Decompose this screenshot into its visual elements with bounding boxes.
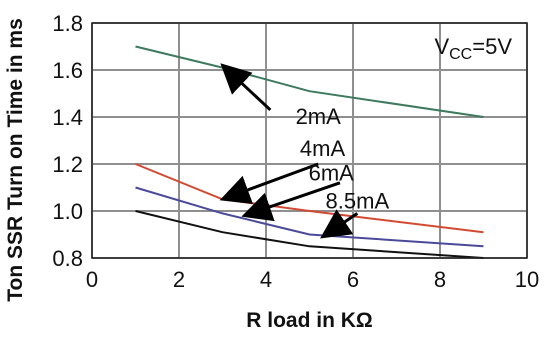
plot-frame: [91, 22, 528, 259]
x-tick-label: 6: [347, 267, 359, 292]
condition-label: VCC=5V: [434, 34, 512, 63]
series-label: 4mA: [300, 136, 346, 161]
condition-value: =5V: [472, 34, 512, 59]
x-tick-label: 0: [86, 267, 98, 292]
x-tick-label: 8: [434, 267, 446, 292]
series-label: 8.5mA: [326, 189, 390, 214]
y-tick-label: 1.0: [52, 199, 83, 224]
series-label: 2mA: [296, 104, 342, 129]
annotation-arrow: [219, 162, 319, 204]
x-tick-label: 4: [260, 267, 272, 292]
x-axis-label: R load in KΩ: [246, 309, 373, 332]
y-tick-label: 1.8: [52, 11, 83, 36]
x-tick-labels: 0 2 4 6 8 10: [86, 267, 539, 292]
y-tick-label: 1.2: [52, 152, 83, 177]
condition-symbol: V: [434, 34, 449, 59]
y-tick-label: 1.4: [52, 105, 83, 130]
y-tick-labels: 0.8 1.0 1.2 1.4 1.6 1.8: [52, 11, 83, 271]
annotation-arrow: [220, 63, 272, 112]
x-tick-label: 10: [515, 267, 539, 292]
y-axis-label: Ton SSR Turn on Time in ms: [4, 18, 27, 302]
y-tick-label: 0.8: [52, 246, 83, 271]
y-tick-label: 1.6: [52, 58, 83, 83]
series-label: 6mA: [309, 160, 355, 185]
series-line-8.5mA: [135, 210, 484, 259]
annotation-arrow: [320, 209, 359, 239]
series-line-2mA: [135, 45, 484, 118]
condition-subscript: CC: [449, 46, 472, 63]
x-tick-label: 2: [173, 267, 185, 292]
series-line-6mA: [135, 186, 484, 248]
annotation-arrow: [241, 181, 341, 222]
